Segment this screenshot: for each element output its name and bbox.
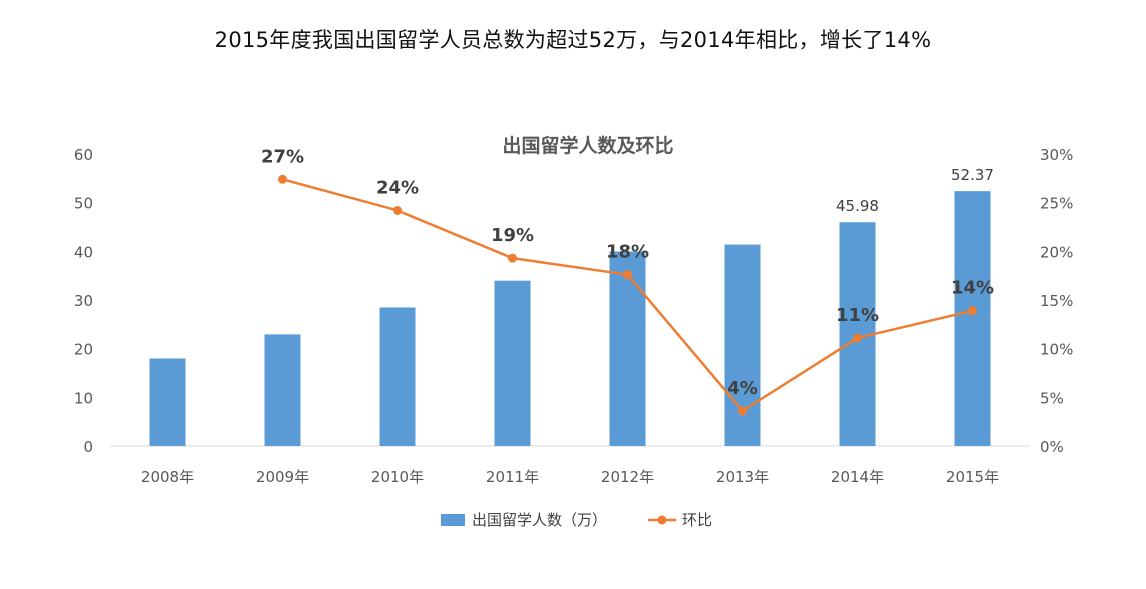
bar [609,251,646,446]
line-data-label: 4% [727,378,758,399]
bar [494,280,531,446]
y-right-tick-label: 10% [1040,341,1073,359]
y-right-tick-label: 5% [1040,389,1064,407]
line-point [853,333,862,343]
y-right-tick-label: 30% [1040,146,1073,164]
page-headline: 2015年度我国出国留学人员总数为超过52万，与2014年相比，增长了14% [214,28,932,52]
x-tick-label: 2008年 [141,468,194,486]
line-point [393,205,402,215]
line-point [623,270,632,280]
line-point [738,406,747,416]
y-left-tick-label: 0 [83,438,93,456]
legend-label-bars: 出国留学人数（万） [472,511,607,529]
line-series: 27% 24% 19% 18% 4% 11% 14% [261,146,994,416]
x-tick-label: 2011年 [486,468,539,486]
line-data-label: 11% [836,305,879,326]
line-data-label: 27% [261,146,304,167]
y-left-tick-label: 30 [74,292,93,310]
y-right-tick-label: 15% [1040,292,1073,310]
y-left-tick-label: 40 [74,243,93,261]
x-tick-label: 2014年 [831,468,884,486]
bar [379,307,416,446]
bar-data-label: 52.37 [951,166,994,184]
bar [264,334,301,446]
line-point [968,306,977,316]
y-left-tick-label: 20 [74,341,93,359]
x-tick-label: 2012年 [601,468,654,486]
line-point [278,174,287,184]
line-data-label: 24% [376,177,419,198]
y-left-tick-label: 60 [74,146,93,164]
x-tick-label: 2009年 [256,468,309,486]
y-right-tick-label: 20% [1040,243,1073,261]
x-tick-label: 2015年 [946,468,999,486]
line-point [508,253,517,263]
x-tick-label: 2010年 [371,468,424,486]
x-tick-label: 2013年 [716,468,769,486]
chart-title: 出国留学人数及环比 [502,134,673,157]
line-data-label: 19% [491,225,534,246]
y-left-tick-label: 10 [74,389,93,407]
axes: 0 10 20 30 40 50 60 0% 5% 10% 15% 20% 25% 30% 2008年 200… [74,146,1073,486]
bar [149,358,186,446]
legend-marker-line [657,515,667,525]
y-right-tick-label: 25% [1040,195,1073,213]
line-data-label: 14% [951,278,994,299]
legend-label-line: 环比 [682,511,712,529]
legend-swatch-bars [441,514,465,526]
bar [724,244,761,446]
bar-data-label: 45.98 [836,197,879,215]
y-right-tick-label: 0% [1040,438,1064,456]
line-data-label: 18% [606,242,649,263]
y-left-tick-label: 50 [74,195,93,213]
legend: 出国留学人数（万） 环比 [441,511,712,529]
bar [954,191,991,446]
